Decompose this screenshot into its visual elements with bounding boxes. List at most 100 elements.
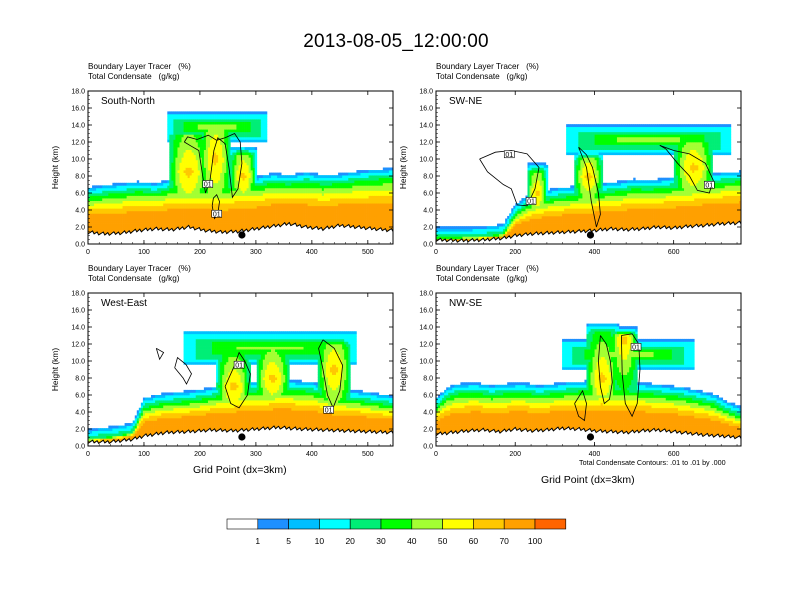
- tracer-cell: [319, 198, 323, 201]
- tracer-cell: [273, 208, 276, 212]
- tracer-cell: [301, 180, 304, 184]
- tracer-cell: [218, 121, 221, 125]
- tracer-cell: [171, 195, 174, 199]
- contour-label-text: 01: [213, 211, 221, 218]
- tracer-cell: [334, 205, 337, 209]
- tracer-cell: [523, 213, 526, 217]
- tracer-cell: [210, 154, 213, 158]
- tracer-cell: [177, 195, 180, 199]
- tracer-cell: [344, 180, 347, 184]
- tracer-cell: [173, 215, 176, 219]
- tracer-cell: [214, 113, 217, 117]
- tracer-cell: [224, 116, 227, 120]
- tracer-cell: [222, 149, 225, 153]
- tracer-cell: [169, 154, 172, 158]
- tracer-cell: [195, 167, 199, 171]
- tracer-cell: [100, 193, 103, 196]
- tracer-cell: [264, 223, 268, 227]
- tracer-cell: [232, 136, 235, 140]
- tracer-cell: [226, 113, 229, 117]
- tracer-cell: [537, 172, 541, 176]
- tracer-cell: [384, 223, 388, 227]
- tracer-cell: [132, 195, 136, 199]
- tracer-cell: [136, 195, 140, 199]
- tracer-cell: [315, 195, 319, 199]
- tracer-cell: [222, 187, 225, 191]
- tracer-cell: [155, 185, 158, 189]
- tracer-cell: [244, 113, 247, 117]
- tracer-cell: [191, 126, 195, 130]
- tracer-cell: [201, 126, 205, 130]
- tracer-cell: [248, 131, 252, 135]
- tracer-cell: [380, 193, 384, 196]
- tracer-cell: [374, 177, 378, 181]
- tracer-cell: [374, 208, 378, 212]
- tracer-cell: [378, 215, 382, 219]
- tracer-cell: [372, 195, 376, 199]
- tracer-cell: [283, 185, 286, 189]
- tracer-cell: [366, 185, 369, 189]
- tracer-cell: [203, 113, 207, 117]
- tracer-cell: [140, 203, 144, 207]
- tracer-cell: [210, 221, 213, 224]
- tracer-cell: [183, 157, 186, 161]
- tracer-cell: [321, 223, 325, 227]
- tracer-cell: [356, 193, 359, 196]
- tracer-cell: [94, 190, 97, 194]
- tracer-cell: [321, 218, 325, 222]
- tracer-cell: [492, 226, 496, 230]
- tracer-cell: [313, 177, 317, 181]
- tracer-cell: [246, 154, 249, 158]
- tracer-cell: [136, 221, 140, 224]
- tracer-cell: [321, 187, 325, 191]
- tracer-cell: [291, 221, 294, 224]
- tracer-cell: [446, 231, 449, 235]
- tracer-cell: [499, 231, 502, 235]
- tracer-cell: [515, 205, 518, 209]
- tracer-cell: [234, 129, 237, 133]
- tracer-cell: [106, 228, 109, 232]
- tracer-cell: [252, 134, 256, 138]
- tracer-cell: [539, 205, 543, 209]
- tracer-cell: [309, 203, 313, 207]
- tracer-cell: [175, 205, 178, 209]
- tracer-cell: [244, 195, 247, 199]
- tracer-cell: [252, 139, 256, 143]
- tracer-cell: [181, 185, 184, 189]
- tracer-cell: [309, 177, 313, 181]
- tracer-cell: [244, 119, 247, 122]
- tracer-cell: [246, 221, 249, 224]
- tracer-cell: [130, 182, 134, 186]
- tracer-cell: [183, 124, 186, 128]
- tracer-cell: [472, 233, 475, 237]
- tracer-cell: [201, 193, 205, 196]
- tracer-cell: [234, 205, 237, 209]
- tracer-cell: [171, 162, 174, 166]
- tracer-cell: [114, 205, 117, 209]
- tracer-cell: [384, 208, 388, 212]
- tracer-cell: [128, 228, 132, 232]
- tracer-cell: [366, 203, 369, 207]
- tracer-cell: [228, 142, 231, 145]
- tracer-cell: [181, 167, 184, 171]
- tracer-cell: [301, 200, 304, 204]
- tracer-cell: [205, 213, 209, 217]
- tracer-cell: [252, 200, 256, 204]
- tracer-cell: [252, 111, 256, 115]
- tracer-cell: [175, 121, 178, 125]
- tracer-cell: [352, 205, 355, 209]
- tracer-cell: [281, 213, 284, 217]
- tracer-cell: [157, 187, 160, 191]
- tracer-cell: [350, 177, 353, 181]
- tracer-cell: [315, 193, 319, 196]
- tracer-cell: [169, 129, 172, 133]
- tracer-cell: [179, 144, 182, 148]
- tracer-cell: [242, 200, 245, 204]
- tracer-cell: [305, 177, 308, 181]
- tracer-cell: [511, 226, 514, 230]
- tracer-cell: [246, 162, 249, 166]
- tracer-cell: [533, 231, 536, 235]
- tracer-cell: [177, 162, 180, 166]
- tracer-cell: [218, 164, 221, 168]
- tracer-cell: [171, 134, 174, 138]
